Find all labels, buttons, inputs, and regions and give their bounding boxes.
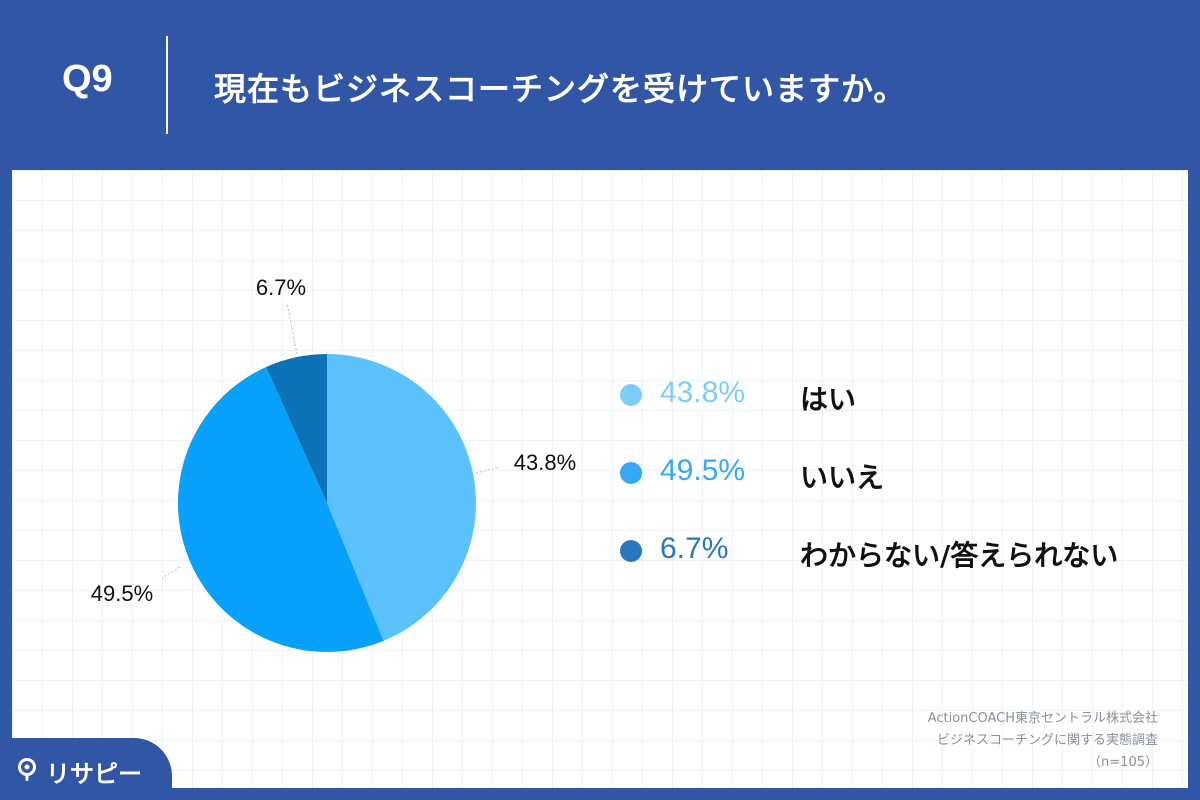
- leader-line-yes: [475, 466, 501, 474]
- legend-dot-yes: [620, 384, 642, 406]
- source-note: ActionCOACH東京セントラル株式会社 ビジネスコーチングに関する実態調査…: [928, 708, 1158, 774]
- data-label-yes: 43.8%: [514, 450, 576, 475]
- legend: 43.8% はい 49.5% いいえ 6.7% わからない/答えられない: [620, 376, 1180, 610]
- logo-text: リサピー: [46, 760, 142, 788]
- legend-percent-yes: 43.8%: [660, 376, 746, 409]
- question-number: Q9: [62, 58, 113, 100]
- pie-slice-yes: [327, 354, 477, 641]
- legend-item-no: 49.5% いいえ: [620, 454, 1180, 532]
- legend-label-no: いいえ: [800, 461, 885, 494]
- header: Q9 現在もビジネスコーチングを受けていますか。: [0, 0, 1200, 170]
- leader-line-no: [161, 566, 181, 579]
- legend-percent-no: 49.5%: [660, 454, 746, 487]
- legend-label-yes: はい: [800, 383, 857, 416]
- legend-item-yes: 43.8% はい: [620, 376, 1180, 454]
- legend-item-unknown: 6.7% わからない/答えられない: [620, 532, 1180, 610]
- question-title: 現在もビジネスコーチングを受けていますか。: [214, 70, 907, 108]
- legend-percent-unknown: 6.7%: [660, 532, 729, 565]
- data-label-no: 49.5%: [91, 581, 153, 606]
- source-company: ActionCOACH東京セントラル株式会社: [927, 711, 1158, 726]
- source-survey: ビジネスコーチングに関する実態調査: [936, 733, 1158, 748]
- leader-line-unknown: [286, 302, 298, 355]
- header-divider: [166, 36, 168, 134]
- legend-dot-unknown: [620, 540, 642, 562]
- legend-dot-no: [620, 462, 642, 484]
- pie-slice-unknown: [266, 354, 327, 503]
- pie-slice-no: [177, 367, 384, 653]
- legend-label-unknown: わからない/答えられない: [800, 539, 1119, 572]
- data-label-unknown: 6.7%: [256, 275, 306, 300]
- logo: リサピー: [0, 738, 172, 800]
- pin-icon: [18, 758, 36, 781]
- source-sample-size: （n=105）: [1088, 755, 1158, 770]
